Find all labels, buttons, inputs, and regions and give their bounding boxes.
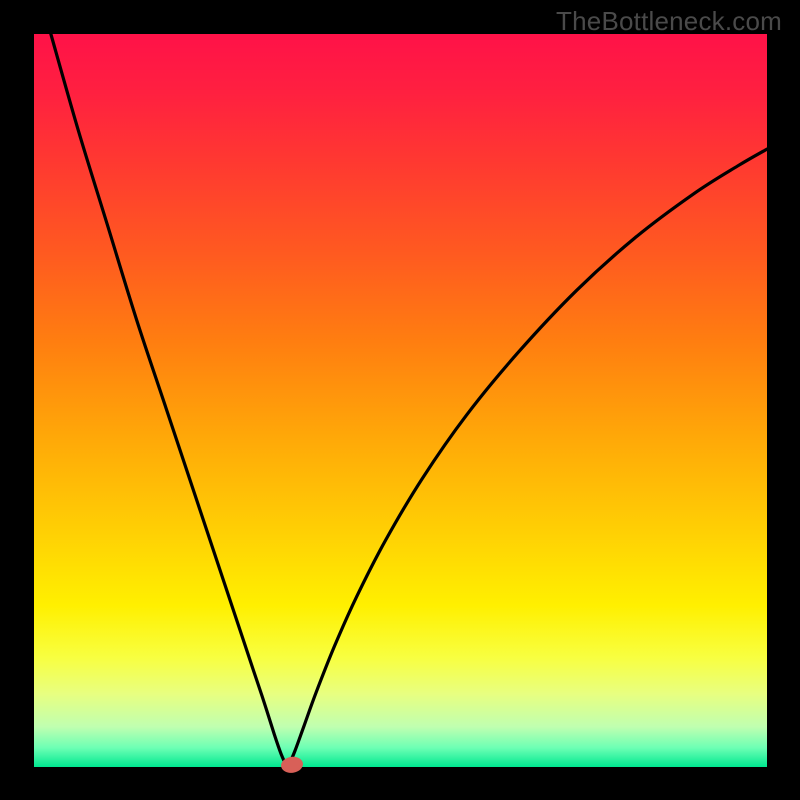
bottleneck-chart [0,0,800,800]
watermark-text: TheBottleneck.com [556,6,782,37]
chart-plot-bg [34,34,767,767]
chart-svg [0,0,800,800]
